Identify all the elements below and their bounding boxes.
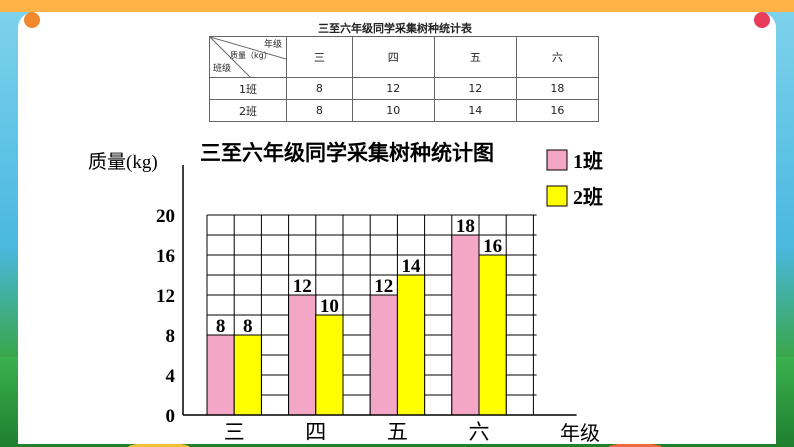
bar-value-label: 8 — [243, 316, 253, 337]
legend-swatch — [546, 149, 568, 171]
corner-label-mass: 质量（kg） — [230, 51, 272, 60]
table-header-row: 年级 质量（kg） 班级 三 四 五 六 — [209, 36, 600, 78]
x-tick-label: 五 — [387, 420, 408, 444]
y-tick-label: 16 — [156, 246, 175, 267]
table-row-label: 2班 — [209, 99, 287, 122]
bar-value-label: 12 — [374, 276, 393, 297]
bar-value-label: 12 — [293, 276, 312, 297]
bar — [288, 294, 317, 416]
corner-label-grade: 年级 — [263, 40, 282, 50]
bar — [396, 274, 426, 416]
table-corner-cell: 年级 质量（kg） 班级 — [209, 36, 287, 78]
legend-label: 2班 — [573, 186, 603, 209]
y-tick-label: 20 — [156, 206, 175, 227]
y-tick-label: 8 — [166, 326, 176, 347]
table-cell: 14 — [433, 99, 517, 122]
decor-dot-right — [754, 12, 770, 28]
table-cell: 10 — [351, 99, 435, 122]
bar — [315, 314, 344, 416]
table-header-cell: 三 — [286, 36, 353, 78]
bar-value-label: 14 — [402, 256, 422, 277]
decor-dot-left — [24, 12, 40, 28]
stats-table: 年级 质量（kg） 班级 三 四 五 六 1班 8 12 12 18 2班 8 … — [209, 36, 600, 122]
table-header-cell: 六 — [515, 36, 600, 78]
table-cell: 8 — [286, 99, 353, 122]
bar-value-label: 16 — [483, 236, 502, 257]
corner-label-class: 班级 — [213, 64, 232, 74]
table-row: 1班 8 12 12 18 — [209, 77, 600, 100]
bar — [451, 234, 480, 416]
table-row: 2班 8 10 14 16 — [209, 99, 600, 122]
table-header-cell: 四 — [351, 36, 435, 78]
legend-swatch — [546, 185, 568, 207]
bar — [369, 294, 398, 416]
bar-value-label: 8 — [216, 316, 226, 337]
bar-value-label: 10 — [320, 296, 339, 317]
x-tick-label: 四 — [305, 420, 326, 444]
chart-title: 三至六年级同学采集树种统计图 — [200, 141, 494, 165]
top-banner — [0, 0, 794, 12]
bar — [233, 334, 262, 416]
table-title: 三至六年级同学采集树种统计表 — [318, 22, 472, 35]
table-cell: 16 — [515, 99, 600, 122]
x-tick-label: 六 — [469, 420, 490, 444]
chart-axes: 0 4 8 12 16 20 三 四 五 六 — [156, 165, 577, 444]
x-tick-label: 三 — [224, 420, 245, 444]
bar — [478, 254, 507, 416]
chart-bars: 8 8 12 10 12 14 18 16 — [206, 216, 507, 416]
bar — [206, 334, 235, 416]
bar-value-label: 18 — [456, 216, 475, 237]
legend-label: 1班 — [573, 150, 603, 173]
y-axis-label: 质量(kg) — [88, 151, 158, 173]
corner-diagonal-lines — [210, 37, 286, 77]
x-axis-label: 年级 — [560, 422, 600, 445]
y-tick-label: 0 — [166, 406, 176, 427]
y-tick-label: 4 — [166, 366, 176, 387]
chart-legend: 1班 2班 — [546, 149, 603, 209]
y-tick-label: 12 — [156, 286, 175, 307]
